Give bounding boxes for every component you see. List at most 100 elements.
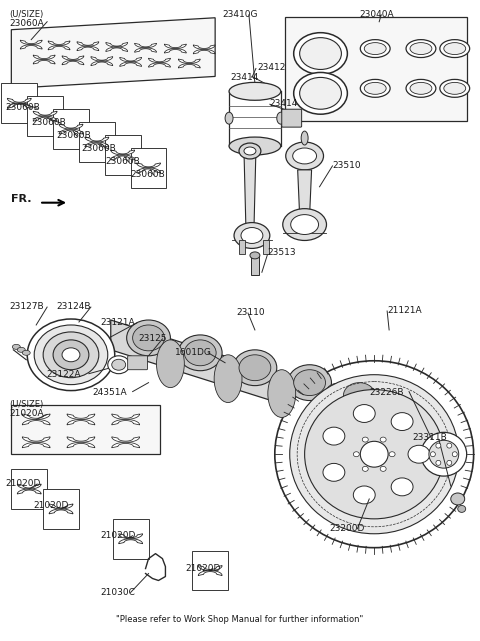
- Polygon shape: [17, 489, 41, 494]
- Ellipse shape: [234, 222, 270, 249]
- FancyBboxPatch shape: [192, 551, 228, 590]
- Ellipse shape: [410, 83, 432, 94]
- Polygon shape: [22, 419, 50, 425]
- Text: 1601DG: 1601DG: [175, 348, 212, 357]
- Text: 23124B: 23124B: [56, 302, 91, 311]
- Polygon shape: [137, 163, 160, 168]
- Polygon shape: [112, 419, 140, 425]
- Ellipse shape: [275, 361, 474, 547]
- Polygon shape: [62, 60, 84, 65]
- Ellipse shape: [447, 443, 452, 448]
- Ellipse shape: [440, 40, 469, 58]
- Ellipse shape: [241, 228, 263, 244]
- Ellipse shape: [108, 356, 130, 374]
- FancyBboxPatch shape: [27, 96, 63, 136]
- Ellipse shape: [408, 445, 430, 463]
- Ellipse shape: [286, 142, 324, 170]
- Polygon shape: [298, 170, 312, 215]
- Polygon shape: [67, 442, 95, 448]
- Ellipse shape: [229, 83, 281, 100]
- Polygon shape: [48, 41, 70, 46]
- Ellipse shape: [353, 486, 375, 504]
- Polygon shape: [134, 48, 156, 53]
- Ellipse shape: [410, 42, 432, 54]
- Text: 23226B: 23226B: [369, 388, 404, 397]
- Polygon shape: [137, 168, 160, 173]
- Text: 23200D: 23200D: [329, 524, 365, 533]
- Ellipse shape: [283, 209, 326, 240]
- Polygon shape: [22, 437, 50, 442]
- FancyBboxPatch shape: [251, 255, 259, 275]
- Ellipse shape: [288, 365, 332, 401]
- Ellipse shape: [362, 437, 368, 442]
- Ellipse shape: [112, 359, 126, 370]
- Ellipse shape: [391, 413, 413, 431]
- Text: 21020D: 21020D: [5, 479, 41, 488]
- Ellipse shape: [322, 383, 349, 431]
- Text: (U/SIZE): (U/SIZE): [9, 10, 44, 19]
- Polygon shape: [20, 45, 42, 49]
- Text: 23311B: 23311B: [412, 433, 447, 442]
- Ellipse shape: [179, 335, 222, 370]
- Polygon shape: [148, 58, 170, 63]
- Polygon shape: [12, 404, 160, 454]
- Ellipse shape: [233, 350, 277, 386]
- Ellipse shape: [360, 79, 390, 97]
- Text: 21030C: 21030C: [101, 588, 136, 597]
- Text: 21020A: 21020A: [9, 410, 44, 419]
- Ellipse shape: [214, 355, 242, 403]
- Polygon shape: [22, 414, 50, 419]
- Polygon shape: [111, 320, 394, 439]
- Ellipse shape: [300, 38, 341, 69]
- Polygon shape: [67, 437, 95, 442]
- Polygon shape: [85, 142, 109, 147]
- Polygon shape: [62, 56, 84, 60]
- Polygon shape: [193, 49, 215, 54]
- Ellipse shape: [277, 112, 285, 124]
- Polygon shape: [198, 570, 222, 576]
- Polygon shape: [33, 116, 57, 121]
- Ellipse shape: [364, 42, 386, 54]
- Ellipse shape: [364, 83, 386, 94]
- Polygon shape: [165, 49, 186, 53]
- Text: 21020D: 21020D: [33, 501, 69, 510]
- FancyBboxPatch shape: [263, 240, 269, 254]
- Ellipse shape: [458, 505, 466, 512]
- Ellipse shape: [444, 83, 466, 94]
- Polygon shape: [285, 17, 467, 121]
- Ellipse shape: [250, 252, 260, 259]
- Ellipse shape: [239, 143, 261, 159]
- Text: 23414: 23414: [270, 99, 298, 108]
- Polygon shape: [33, 112, 57, 116]
- Polygon shape: [59, 124, 83, 129]
- Polygon shape: [165, 44, 186, 49]
- Polygon shape: [112, 442, 140, 448]
- FancyBboxPatch shape: [282, 109, 301, 127]
- Text: 23122A: 23122A: [46, 370, 81, 379]
- Polygon shape: [119, 538, 143, 544]
- FancyBboxPatch shape: [131, 148, 167, 188]
- Text: 23060B: 23060B: [31, 118, 66, 127]
- Text: 23110: 23110: [236, 308, 264, 317]
- Polygon shape: [67, 414, 95, 419]
- Text: 23040A: 23040A: [360, 10, 394, 19]
- Ellipse shape: [323, 427, 345, 445]
- Polygon shape: [112, 437, 140, 442]
- Polygon shape: [12, 18, 215, 88]
- Text: 23060B: 23060B: [56, 131, 91, 140]
- Polygon shape: [48, 46, 70, 50]
- FancyBboxPatch shape: [12, 469, 47, 509]
- Ellipse shape: [431, 452, 435, 456]
- Ellipse shape: [293, 148, 316, 164]
- Ellipse shape: [406, 40, 436, 58]
- Ellipse shape: [229, 137, 281, 155]
- Ellipse shape: [452, 452, 457, 456]
- Polygon shape: [91, 56, 113, 61]
- Text: 23513: 23513: [268, 249, 297, 258]
- Ellipse shape: [323, 463, 345, 481]
- Polygon shape: [111, 155, 134, 160]
- Ellipse shape: [244, 147, 256, 155]
- Polygon shape: [77, 46, 99, 51]
- FancyBboxPatch shape: [79, 122, 115, 162]
- Ellipse shape: [294, 33, 348, 74]
